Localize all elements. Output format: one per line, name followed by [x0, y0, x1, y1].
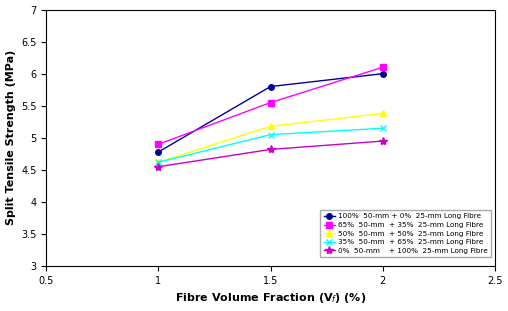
100%  50-mm + 0%  25-mm Long Fibre: [379, 72, 386, 76]
Line: 100%  50-mm + 0%  25-mm Long Fibre: 100% 50-mm + 0% 25-mm Long Fibre: [155, 71, 386, 155]
Line: 50%  50-mm  + 50%  25-mm Long Fibre: 50% 50-mm + 50% 25-mm Long Fibre: [155, 110, 386, 166]
35%  50-mm  + 65%  25-mm Long Fibre: [379, 126, 386, 130]
35%  50-mm  + 65%  25-mm Long Fibre: [268, 133, 274, 137]
50%  50-mm  + 50%  25-mm Long Fibre: [155, 160, 162, 164]
50%  50-mm  + 50%  25-mm Long Fibre: [379, 112, 386, 115]
100%  50-mm + 0%  25-mm Long Fibre: [155, 150, 162, 154]
35%  50-mm  + 65%  25-mm Long Fibre: [155, 160, 162, 164]
Line: 35%  50-mm  + 65%  25-mm Long Fibre: 35% 50-mm + 65% 25-mm Long Fibre: [155, 125, 386, 166]
Y-axis label: Split Tensile Strength (MPa): Split Tensile Strength (MPa): [6, 50, 16, 225]
Legend: 100%  50-mm + 0%  25-mm Long Fibre, 65%  50-mm  + 35%  25-mm Long Fibre, 50%  50: 100% 50-mm + 0% 25-mm Long Fibre, 65% 50…: [320, 210, 491, 258]
0%  50-mm    + 100%  25-mm Long Fibre: [268, 147, 274, 151]
65%  50-mm  + 35%  25-mm Long Fibre: [379, 65, 386, 69]
65%  50-mm  + 35%  25-mm Long Fibre: [155, 142, 162, 146]
X-axis label: Fibre Volume Fraction (V$_f$) (%): Fibre Volume Fraction (V$_f$) (%): [175, 291, 366, 305]
Line: 0%  50-mm    + 100%  25-mm Long Fibre: 0% 50-mm + 100% 25-mm Long Fibre: [154, 137, 387, 171]
0%  50-mm    + 100%  25-mm Long Fibre: [155, 165, 162, 169]
Line: 65%  50-mm  + 35%  25-mm Long Fibre: 65% 50-mm + 35% 25-mm Long Fibre: [155, 64, 386, 147]
65%  50-mm  + 35%  25-mm Long Fibre: [268, 101, 274, 104]
50%  50-mm  + 50%  25-mm Long Fibre: [268, 124, 274, 128]
100%  50-mm + 0%  25-mm Long Fibre: [268, 85, 274, 88]
0%  50-mm    + 100%  25-mm Long Fibre: [379, 139, 386, 143]
